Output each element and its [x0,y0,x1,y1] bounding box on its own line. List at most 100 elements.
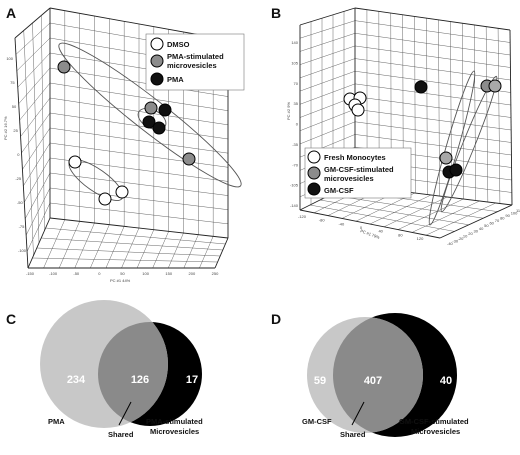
axis-tick-label: -35 [292,142,299,147]
panel-a-legend-swatch [150,54,164,68]
panel-c-letter: C [6,311,16,327]
axis-tick-label: 40 [378,229,383,234]
panel-a-marker-microvesicle [182,152,196,166]
panel-c-count-pma-only: 234 [67,374,86,386]
panel-a-legend-swatch [150,72,164,86]
axis-tick-label: 0 [360,225,363,230]
panel-d: D 59 407 40 GM-CSF Shared GM-CSF-stimula… [271,311,469,439]
panel-c-count-shared: 126 [131,374,149,386]
panel-a-marker-pma [142,115,156,129]
axis-tick-label: 100 [142,271,149,276]
panel-d-label-right: GM-CSF-stimulated [399,417,469,426]
axis-tick-label: 50 [120,271,125,276]
panel-d-shared-pointer [351,401,365,426]
panel-b: B 140 105 70 35 0 -35 -70 -105 -140 -120 -80 -40 0 4… [271,5,520,246]
axis-tick-label: -30 [452,238,459,243]
panel-b-frame [299,7,513,239]
panel-b-legend: Fresh Monocytes GM-CSF-stimulated microv… [304,147,412,199]
panel-a-x-axis-label: PC #1 44% [110,278,131,283]
panel-b-x-ticks: -120 -80 -40 0 40 80 120 [298,214,424,241]
panel-a-letter: A [6,5,16,21]
panel-c-overlap [98,322,168,426]
panel-b-legend-swatch [307,182,321,196]
axis-tick-label: 70 [294,81,299,86]
panel-b-legend-label: Fresh Monocytes [324,153,386,162]
panel-d-count-microvesicles-only: 40 [440,375,452,387]
axis-tick-label: -50 [73,271,80,276]
panel-b-marker-gmcsf [449,163,463,177]
panel-a-marker-dmso [68,155,82,169]
axis-tick-label: -50 [17,200,24,205]
axis-tick-label: 75 [10,80,15,85]
axis-tick-label: 90 [505,213,510,218]
axis-tick-label: -140 [290,203,299,208]
axis-tick-label: 40 [479,226,484,231]
axis-tick-label: 105 [291,60,298,65]
panel-a-marker-microvesicle [144,101,158,115]
panel-c-shared-pointer [118,401,132,426]
panel-b-legend-label: microvesicles [324,174,374,183]
axis-tick-label: 200 [189,271,196,276]
axis-tick-label: 0 [296,122,299,127]
panel-a-marker-microvesicle [57,60,71,74]
axis-tick-label: 110 [516,208,520,213]
panel-d-count-gmcsf-only: 59 [314,375,326,387]
axis-tick-label: -70 [292,162,299,167]
axis-tick-label: 70 [495,218,500,223]
axis-tick-label: 25 [13,128,18,133]
panel-a-marker-dmso [115,185,129,199]
axis-tick-label: -120 [298,214,307,219]
panel-a-marker-pma [152,121,166,135]
panel-a-legend: DMSO PMA-stimulated microvesicles PMA [145,33,245,91]
panel-d-overlap [333,317,423,433]
panel-a-y-axis-label: PC #2 16.7% [3,116,8,140]
axis-tick-label: -40 [338,221,345,226]
panel-b-legend-label: GM-CSF-stimulated [324,165,394,174]
panel-a-y-ticks: 100 75 50 25 0 -25 -50 -75 -100 [6,56,26,253]
axis-tick-label: -100 [18,248,27,253]
panel-a-marker-dmso [98,192,112,206]
axis-tick-label: 50 [484,223,489,228]
panel-b-marker-monocytes [351,103,365,117]
panel-c-label-right: PMA-stimulated [146,417,203,426]
panel-b-marker-microvesicle [439,151,453,165]
panel-b-ellipse-left [428,70,476,226]
panel-a-marker-pma [158,103,172,117]
axis-tick-label: 120 [417,236,424,241]
axis-tick-label: -105 [290,183,299,188]
panel-d-label-shared: Shared [340,430,366,439]
axis-tick-label: 100 [511,211,518,216]
panel-b-legend-swatch [307,166,321,180]
panel-a-legend-label: PMA [167,75,184,84]
axis-tick-label: 100 [6,56,13,61]
axis-tick-label: 80 [398,232,403,237]
axis-tick-label: 150 [165,271,172,276]
axis-tick-label: -75 [19,224,26,229]
axis-tick-label: 35 [294,101,299,106]
axis-tick-label: 30 [474,228,479,233]
panel-b-z-ticks: -40-30-20102030405060708090100110 [447,208,520,246]
panel-c-count-microvesicles-only: 17 [186,374,198,386]
panel-b-marker-gmcsf [414,80,428,94]
panel-a-frame [14,7,229,269]
panel-c-label-right: Microvesicles [150,427,199,436]
panel-a-legend-label: PMA-stimulated [167,52,224,61]
panel-a-ellipse-diagonal [58,42,242,188]
panel-b-x-axis-label: PC #1 79% [360,228,381,240]
panel-d-count-shared: 407 [364,375,382,387]
panel-c-label-pma: PMA [48,417,65,426]
axis-tick-label: -100 [49,271,58,276]
axis-tick-label: 250 [212,271,219,276]
axis-tick-label: 50 [12,104,17,109]
panel-a-legend-swatch [150,37,164,51]
panel-d-label-gmcsf: GM-CSF [302,417,332,426]
axis-tick-label: -25 [15,176,22,181]
panel-d-label-right: Microvesicles [411,427,460,436]
panel-b-legend-swatch [307,150,321,164]
axis-tick-label: 10 [463,233,468,238]
axis-tick-label: -150 [26,271,35,276]
axis-tick-label: 20 [468,231,473,236]
